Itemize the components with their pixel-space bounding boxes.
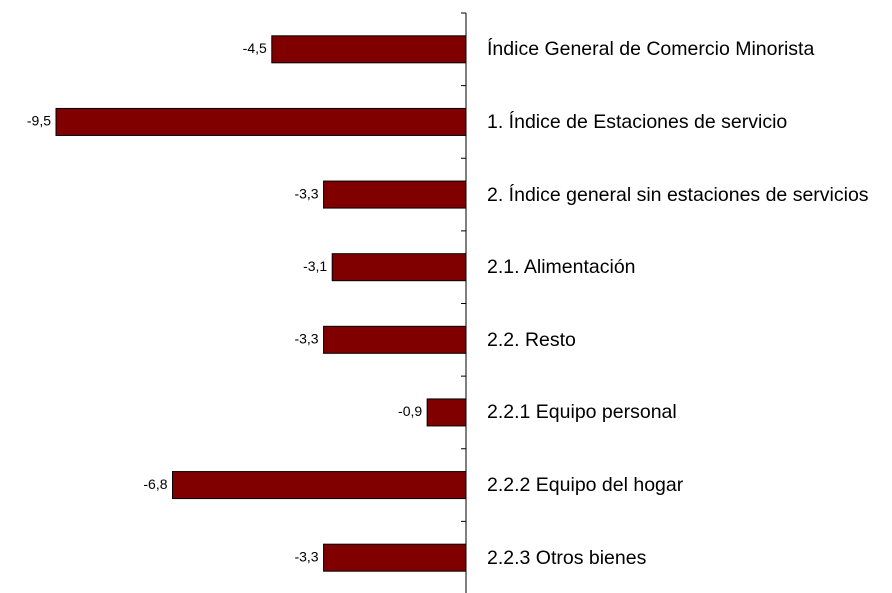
- value-label: -3,1: [303, 258, 327, 274]
- category-label: 1. Índice de Estaciones de servicio: [487, 110, 788, 133]
- value-label: -3,3: [294, 185, 318, 201]
- category-label: 2.2. Resto: [487, 328, 576, 351]
- bar: [323, 325, 467, 354]
- bar: [172, 471, 467, 500]
- value-label: -6,8: [143, 476, 167, 492]
- bar: [323, 543, 467, 572]
- value-label: -3,3: [294, 331, 318, 347]
- value-label: -9,5: [27, 113, 51, 129]
- bar: [55, 107, 467, 136]
- category-label: Índice General de Comercio Minorista: [487, 38, 815, 61]
- category-label: 2.2.3 Otros bienes: [487, 546, 647, 569]
- category-label: 2.2.2 Equipo del hogar: [487, 474, 684, 497]
- bar: [323, 180, 467, 209]
- category-label: 2.1. Alimentación: [487, 256, 636, 279]
- bar: [271, 35, 467, 64]
- value-label: -0,9: [398, 403, 422, 419]
- bar: [426, 398, 467, 427]
- bar: [331, 253, 467, 282]
- category-label: 2.2.1 Equipo personal: [487, 401, 677, 424]
- value-label: -3,3: [294, 548, 318, 564]
- value-label: -4,5: [243, 40, 267, 56]
- category-label: 2. Índice general sin estaciones de serv…: [487, 183, 869, 206]
